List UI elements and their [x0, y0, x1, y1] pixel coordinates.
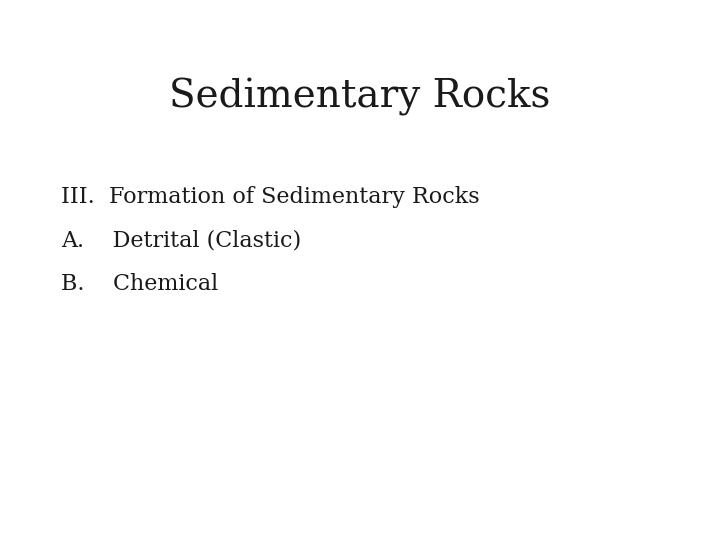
Text: Sedimentary Rocks: Sedimentary Rocks — [169, 78, 551, 116]
Text: III.  Formation of Sedimentary Rocks: III. Formation of Sedimentary Rocks — [61, 186, 480, 208]
Text: B.    Chemical: B. Chemical — [61, 273, 218, 295]
Text: A.    Detrital (Clastic): A. Detrital (Clastic) — [61, 230, 302, 252]
